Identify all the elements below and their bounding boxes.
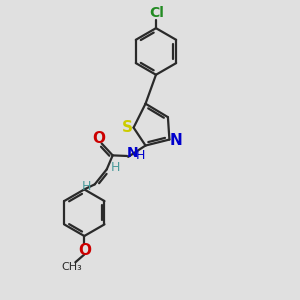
- Text: H: H: [110, 161, 120, 174]
- Text: H: H: [136, 148, 145, 162]
- Text: H: H: [82, 180, 91, 193]
- Text: O: O: [78, 243, 91, 258]
- Text: CH₃: CH₃: [61, 262, 82, 272]
- Text: N: N: [170, 133, 183, 148]
- Text: S: S: [122, 119, 133, 134]
- Text: Cl: Cl: [149, 6, 164, 20]
- Text: O: O: [92, 130, 105, 146]
- Text: N: N: [126, 146, 138, 160]
